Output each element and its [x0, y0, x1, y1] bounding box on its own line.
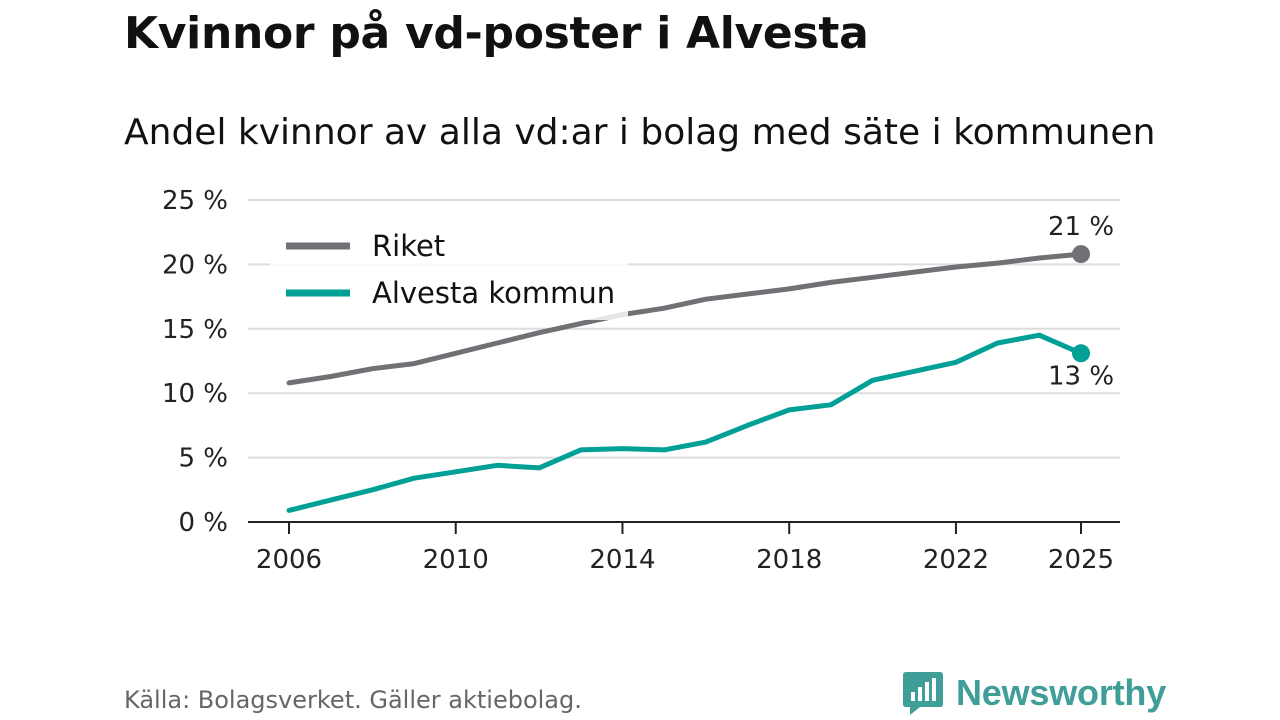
end-value-label: 21 %	[1048, 212, 1114, 242]
brand-name: Newsworthy	[956, 672, 1167, 713]
x-tick-label: 2022	[923, 545, 989, 575]
y-tick-label: 15 %	[162, 315, 228, 345]
end-value-label: 13 %	[1048, 361, 1114, 391]
end-labels: 21 % 13 %	[1048, 212, 1114, 391]
chart-title: Kvinnor på vd-poster i Alvesta	[124, 8, 869, 59]
line-chart: 0 %5 %10 %15 %20 %25 % 2006 2010 2014 2018 2…	[162, 186, 1120, 575]
newsworthy-logo-icon	[903, 672, 943, 715]
brand-logo: Newsworthy	[902, 670, 1166, 716]
legend: Riket Alvesta kommun	[270, 222, 628, 320]
y-tick-label: 0 %	[178, 508, 228, 538]
y-tick-label: 25 %	[162, 186, 228, 216]
legend-background	[270, 222, 628, 320]
series-lines	[286, 251, 1084, 513]
legend-label: Alvesta kommun	[372, 276, 615, 310]
source-note: Källa: Bolagsverket. Gäller aktiebolag.	[124, 686, 582, 714]
x-axis: 2006 2010 2014 2018 2022 2025	[248, 521, 1120, 575]
end-point-marker	[1072, 344, 1090, 363]
x-tick-label: 2018	[756, 545, 822, 575]
y-tick-label: 20 %	[162, 250, 228, 280]
y-tick-label: 10 %	[162, 379, 228, 409]
x-tick-label: 2010	[423, 545, 489, 575]
series-line-alvesta	[286, 332, 1084, 513]
y-tick-label: 5 %	[178, 444, 228, 474]
legend-label: Riket	[372, 229, 445, 263]
chart-subtitle: Andel kvinnor av alla vd:ar i bolag med …	[124, 112, 1156, 153]
series-line-riket	[286, 251, 1084, 386]
x-tick-label: 2006	[256, 545, 322, 575]
end-point-marker	[1072, 245, 1090, 264]
x-tick-label: 2025	[1048, 545, 1114, 575]
y-tick-labels: 0 % 5 % 10 % 15 % 20 % 25 %	[162, 186, 228, 538]
x-tick-label: 2014	[589, 545, 655, 575]
